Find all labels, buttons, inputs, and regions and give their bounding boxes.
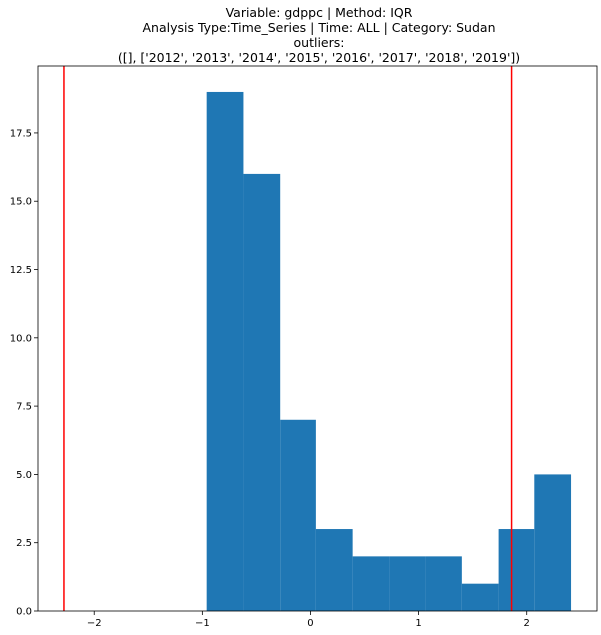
histogram-bars bbox=[206, 91, 572, 611]
y-tick-label: 2.5 bbox=[16, 538, 32, 549]
x-tick-label: 1 bbox=[415, 618, 421, 629]
title-line-2: Analysis Type:Time_Series | Time: ALL | … bbox=[143, 20, 496, 35]
histogram-bar-4 bbox=[315, 529, 353, 611]
x-tick-label: −2 bbox=[87, 618, 102, 629]
chart-title: Variable: gdppc | Method: IQR Analysis T… bbox=[118, 5, 520, 65]
x-tick-label: 0 bbox=[307, 618, 313, 629]
plot-frame bbox=[37, 65, 598, 612]
histogram-bar-9 bbox=[498, 529, 535, 611]
y-tick-label: 7.5 bbox=[16, 402, 32, 413]
histogram-bar-5 bbox=[352, 556, 390, 611]
histogram-bar-1 bbox=[206, 91, 244, 611]
x-tick-label: −1 bbox=[195, 618, 210, 629]
histogram-bar-3 bbox=[280, 419, 316, 611]
title-line-1: Variable: gdppc | Method: IQR bbox=[226, 5, 413, 20]
reference-lines bbox=[63, 66, 513, 611]
histogram-bar-6 bbox=[389, 556, 426, 611]
histogram-bar-8 bbox=[461, 583, 499, 611]
title-line-4: ([], ['2012', '2013', '2014', '2015', '2… bbox=[118, 50, 520, 65]
histogram-bar-2 bbox=[243, 173, 281, 611]
histogram-bar-7 bbox=[425, 556, 462, 611]
y-tick-label: 12.5 bbox=[10, 265, 32, 276]
y-axis: 0.0 2.5 5.0 7.5 10.0 12.5 15.0 17.5 bbox=[10, 128, 38, 618]
histogram-bar-10 bbox=[534, 474, 572, 611]
y-tick-label: 17.5 bbox=[10, 128, 32, 139]
y-tick-label: 15.0 bbox=[10, 197, 32, 208]
y-tick-label: 0.0 bbox=[16, 607, 32, 618]
x-tick-label: 2 bbox=[524, 618, 530, 629]
y-tick-label: 10.0 bbox=[10, 333, 32, 344]
y-tick-label: 5.0 bbox=[16, 470, 32, 481]
title-line-3: outliers: bbox=[294, 35, 345, 50]
x-axis: −2 −1 0 1 2 bbox=[87, 611, 530, 629]
